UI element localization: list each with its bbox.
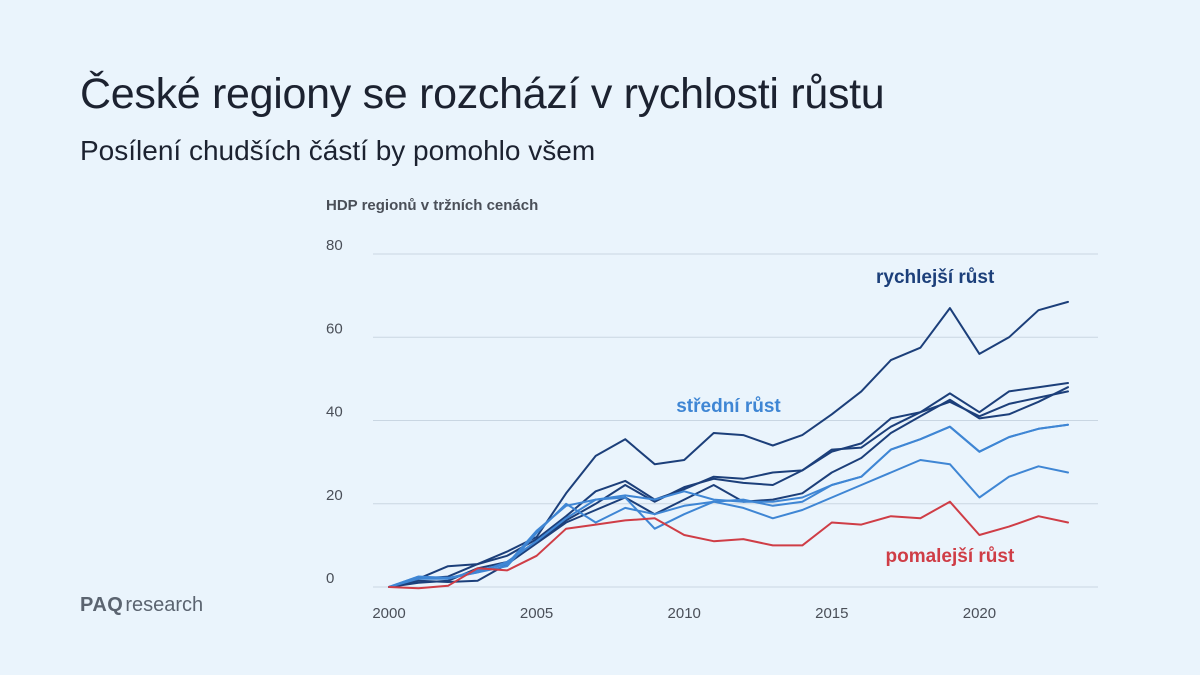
y-tick-label: 20 [326,487,343,504]
annotations: rychlejší růst střední růst pomalejší růst [676,267,1015,567]
chart-title: České regiony se rozchází v rychlosti rů… [80,70,885,118]
series-lines [388,300,1069,590]
y-tick-label: 40 [326,404,343,421]
x-tick-label: 2015 [815,605,848,622]
x-tick-label: 2005 [520,605,553,622]
x-tick-label: 2010 [668,605,701,622]
gridlines [373,253,1098,588]
series-line-medium [388,459,1069,588]
y-tick-label: 80 [326,237,343,254]
annotation-slow: pomalejší růst [885,546,1014,567]
chart-subtitle: Posílení chudších částí by pomohlo všem [80,135,596,166]
x-tick-label: 2000 [372,605,405,622]
series-line-fast [388,382,1069,588]
logo-paq: PAQ [80,594,124,616]
paq-research-logo: PAQ research [80,594,203,617]
series-line-slow [388,500,1069,590]
y-axis-label: HDP regionů v tržních cenách [326,197,539,214]
x-tick-labels: 2000 2005 2010 2015 2020 [372,605,996,622]
y-tick-label: 60 [326,320,343,337]
logo-research: research [125,594,204,616]
y-tick-label: 0 [326,570,334,587]
y-tick-labels: 0 20 40 60 80 [326,237,343,587]
series-line-medium [388,423,1069,588]
annotation-fast: rychlejší růst [876,267,995,288]
series-line-fast [388,300,1069,588]
annotation-medium: střední růst [676,396,781,417]
x-tick-label: 2020 [963,605,996,622]
